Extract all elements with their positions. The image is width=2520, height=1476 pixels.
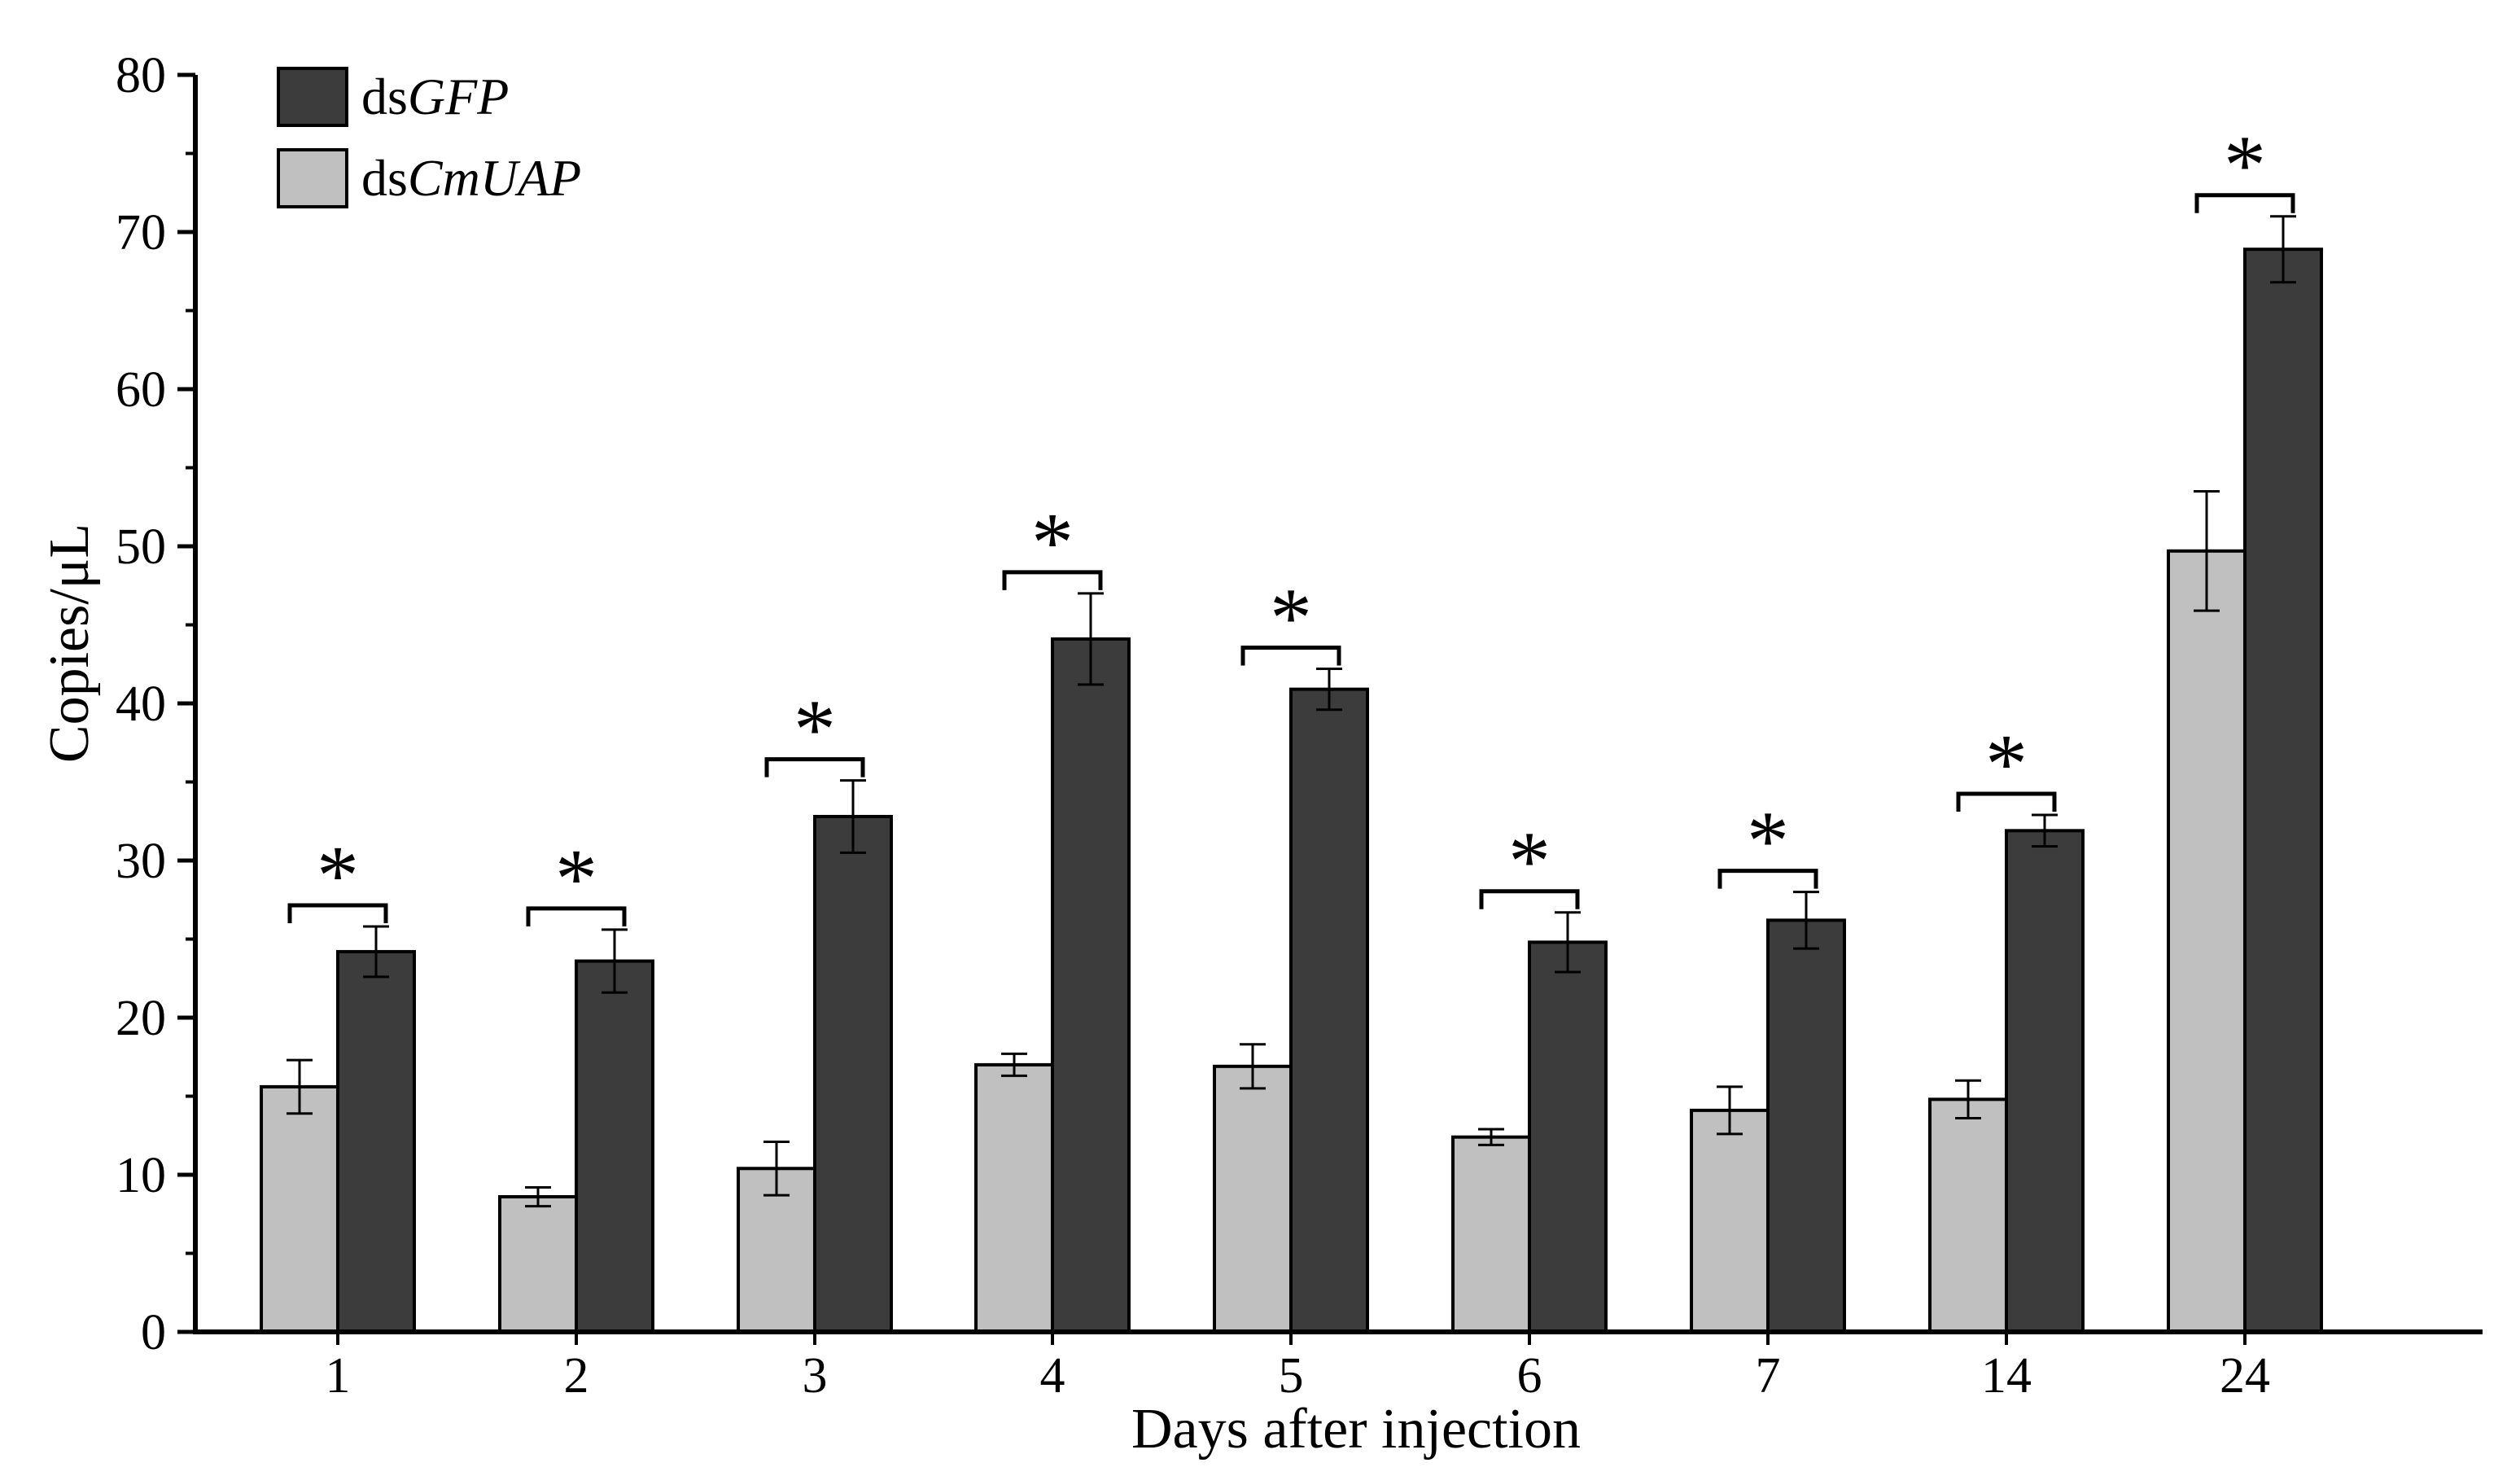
- x-tick-label: 2: [564, 1348, 589, 1404]
- legend-swatch: [277, 67, 348, 127]
- y-tick-label: 30: [116, 834, 166, 889]
- bar-dsgfp: [1289, 687, 1369, 1334]
- bar-dsgfp: [1528, 940, 1608, 1334]
- bar-dscmuap: [1690, 1108, 1770, 1334]
- y-tick-label: 10: [116, 1148, 166, 1203]
- bar-dsgfp: [813, 814, 893, 1334]
- bar-dsgfp: [336, 949, 416, 1334]
- significance-bracket: [526, 906, 627, 926]
- significance-bracket: [1717, 869, 1818, 889]
- legend-label: dsCmUAP: [361, 149, 581, 207]
- legend-item-dsgfp: dsGFP: [277, 67, 509, 127]
- significance-star: *: [794, 683, 836, 777]
- legend-label: dsGFP: [361, 68, 509, 125]
- significance-bracket: [1240, 646, 1341, 666]
- significance-star: *: [2224, 119, 2266, 212]
- y-tick-label: 20: [116, 991, 166, 1046]
- significance-layer: * * * * * * * * *: [287, 119, 2295, 926]
- ticks-layer: 0 10 20 30 40 50 60 70 80 1 2 3 4 5 6 7 14 24: [116, 48, 2270, 1404]
- y-tick-label: 0: [141, 1305, 166, 1360]
- significance-bracket: [764, 757, 865, 777]
- bar-dsgfp: [575, 959, 654, 1334]
- legend-swatch: [277, 148, 348, 208]
- bar-dscmuap: [498, 1195, 578, 1334]
- x-tick-label: 24: [2220, 1348, 2270, 1404]
- x-tick-label: 7: [1756, 1348, 1781, 1404]
- error-bars-layer: [287, 215, 2296, 1208]
- x-tick-label: 1: [326, 1348, 351, 1404]
- y-tick-label: 60: [116, 362, 166, 418]
- bar-dsgfp: [1051, 637, 1131, 1334]
- bar-dscmuap: [1928, 1097, 2008, 1334]
- significance-bracket: [287, 903, 388, 924]
- x-tick-label: 3: [803, 1348, 828, 1404]
- significance-bracket: [2194, 193, 2295, 213]
- y-tick-label: 80: [116, 48, 166, 103]
- legend-gene: CmUAP: [408, 149, 581, 207]
- x-tick-label: 6: [1517, 1348, 1542, 1404]
- x-tick-label: 4: [1040, 1348, 1065, 1404]
- legend-prefix: ds: [361, 68, 408, 125]
- significance-star: *: [1031, 496, 1074, 589]
- bar-dscmuap: [1213, 1064, 1293, 1334]
- bar-dsgfp: [2005, 829, 2085, 1334]
- y-axis-title: Copies/μL: [38, 523, 101, 763]
- bar-dscmuap: [2167, 549, 2247, 1334]
- bar-dsgfp: [2243, 247, 2323, 1334]
- bar-dscmuap: [260, 1084, 339, 1334]
- legend-item-dscmuap: dsCmUAP: [277, 148, 581, 208]
- x-tick-label: 5: [1279, 1348, 1304, 1404]
- significance-bracket: [1002, 570, 1103, 590]
- y-tick-label: 50: [116, 519, 166, 575]
- bar-dscmuap: [974, 1062, 1054, 1334]
- significance-star: *: [1508, 815, 1551, 909]
- legend-gene: GFP: [408, 68, 509, 125]
- significance-bracket: [1479, 889, 1580, 909]
- bar-dscmuap: [1451, 1135, 1531, 1334]
- significance-bracket: [1956, 791, 2057, 812]
- significance-star: *: [1747, 795, 1789, 888]
- y-tick-label: 70: [116, 205, 166, 261]
- significance-star: *: [317, 829, 359, 922]
- y-tick-label: 40: [116, 677, 166, 732]
- significance-star: *: [555, 832, 597, 926]
- x-axis-title: Days after injection: [1131, 1398, 1581, 1461]
- legend-prefix: ds: [361, 149, 408, 207]
- significance-star: *: [1985, 717, 2028, 811]
- significance-star: *: [1270, 572, 1312, 665]
- bars-layer: [260, 247, 2323, 1334]
- bar-dsgfp: [1766, 918, 1846, 1334]
- x-tick-label: 14: [1981, 1348, 2032, 1404]
